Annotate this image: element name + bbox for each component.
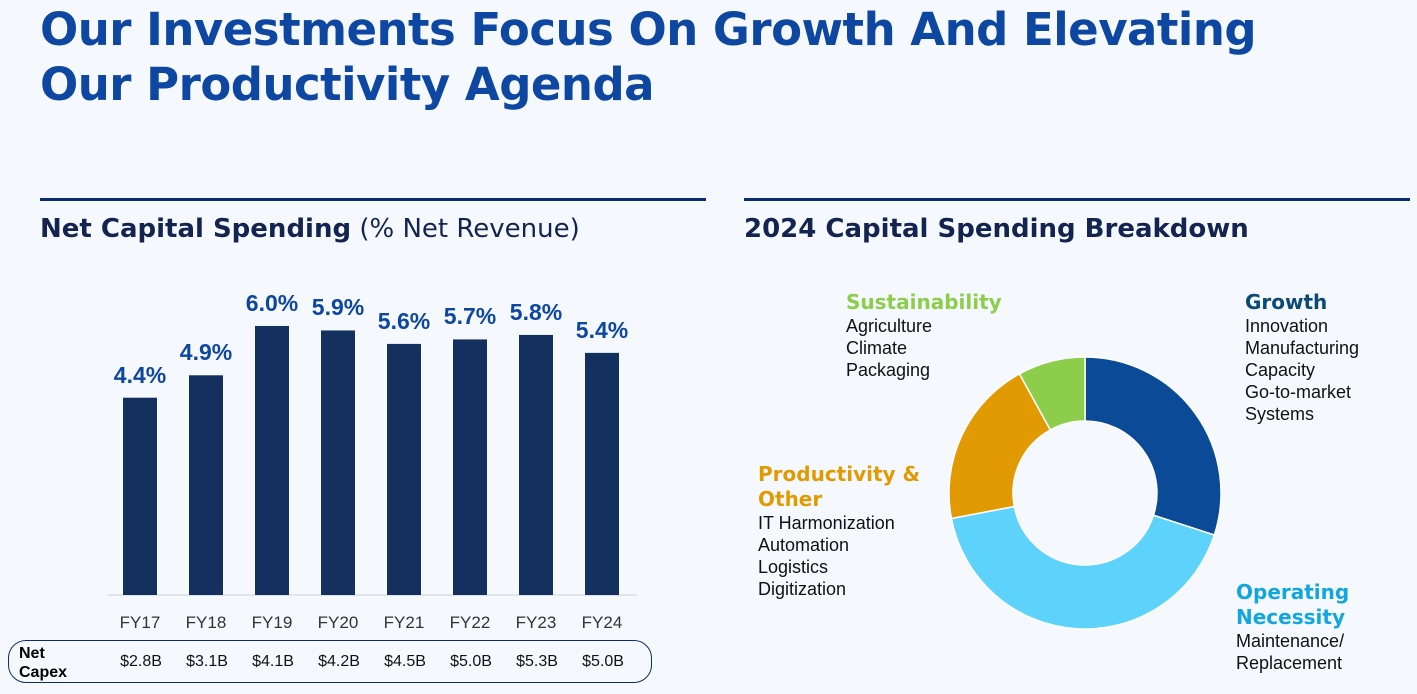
bar-fy17 — [123, 397, 157, 595]
net-capex-row: Net Capex $2.8B $3.1B $4.1B $4.2B $4.5B $5.0B… — [8, 640, 652, 683]
x-tick-label: FY22 — [449, 613, 491, 632]
legend-item: Replacement — [1236, 653, 1343, 673]
bar-fy21 — [387, 343, 421, 595]
net-capex-value: $2.8B — [120, 653, 162, 670]
donut-chart — [948, 356, 1222, 630]
legend-growth: Growth Innovation Manufacturing Capacity Go-… — [1245, 290, 1359, 425]
bar-chart — [108, 325, 637, 596]
page-title-line-2: Our Productivity Agenda — [40, 58, 655, 111]
legend-productivity: Productivity & Other IT Harmonization Autom… — [758, 462, 920, 600]
bar-fy20 — [321, 330, 355, 595]
legend-item: Climate — [846, 338, 908, 358]
bar-value-label: 4.4% — [113, 361, 167, 388]
legend-growth-title: Growth — [1245, 290, 1359, 315]
bar-chart-title-bold: Net Capital Spending — [40, 214, 352, 244]
page-title-line-1: Our Investments Focus On Growth And Elev… — [40, 3, 1257, 56]
legend-item: Capacity — [1245, 360, 1316, 380]
x-tick-label: FY19 — [251, 613, 293, 632]
legend-title-line: Sustainability — [846, 290, 1002, 314]
bar-chart-title: Net Capital Spending (% Net Revenue) — [40, 214, 580, 244]
legend-item: Go-to-market — [1245, 382, 1352, 402]
legend-sustainability: Sustainability Agriculture Climate Packagin… — [846, 290, 1002, 381]
donut-chart-title: 2024 Capital Spending Breakdown — [744, 214, 1249, 244]
net-capex-value: $3.1B — [186, 653, 228, 670]
legend-item: Manufacturing — [1245, 338, 1360, 358]
x-tick-label: FY18 — [185, 613, 227, 632]
net-capex-value: $4.5B — [384, 653, 426, 670]
bar-fy24 — [585, 352, 619, 595]
page-title: Our Investments Focus On Growth And Elev… — [40, 2, 1340, 112]
donut-slice-sustainability — [1018, 356, 1086, 431]
legend-item: IT Harmonization — [758, 513, 895, 533]
legend-item: Logistics — [758, 557, 829, 577]
x-tick-label: FY21 — [383, 613, 425, 632]
x-tick-label: FY23 — [515, 613, 557, 632]
net-capex-label: Net Capex — [19, 644, 67, 682]
legend-operating-title: Operating Necessity — [1236, 580, 1349, 630]
bar-fy19 — [255, 325, 289, 595]
bar-fy23 — [519, 334, 553, 595]
bar-value-label: 6.0% — [245, 289, 299, 316]
bar-fy22 — [453, 339, 487, 595]
legend-item: Digitization — [758, 579, 847, 599]
bar-value-label: 5.7% — [443, 303, 497, 330]
right-panel-rule — [744, 198, 1410, 201]
net-capex-label-line-1: Net — [19, 645, 45, 662]
bar-fy18 — [189, 375, 223, 595]
legend-item: Systems — [1245, 404, 1315, 424]
legend-item: Maintenance/ — [1236, 631, 1345, 651]
net-capex-value: $4.2B — [318, 653, 360, 670]
bar-value-label: 4.9% — [179, 339, 233, 366]
legend-item: Agriculture — [846, 316, 933, 336]
bar-value-label: 5.9% — [311, 294, 365, 321]
legend-title-line: Growth — [1245, 290, 1328, 314]
legend-item: Packaging — [846, 360, 931, 380]
left-panel-rule — [40, 198, 706, 201]
net-capex-label-line-2: Capex — [19, 664, 68, 681]
donut-slice-operating — [950, 505, 1216, 630]
legend-title-line: Other — [758, 487, 823, 511]
net-capex-value: $4.1B — [252, 653, 294, 670]
legend-title-line: Necessity — [1236, 605, 1345, 629]
legend-productivity-title: Productivity & Other — [758, 462, 920, 512]
legend-sustainability-title: Sustainability — [846, 290, 1002, 315]
bar-value-label: 5.4% — [575, 316, 629, 343]
legend-title-line: Productivity & — [758, 462, 920, 486]
legend-title-line: Operating — [1236, 580, 1350, 604]
bar-value-label: 5.8% — [509, 298, 563, 325]
x-tick-label: FY24 — [581, 613, 623, 632]
net-capex-value: $5.0B — [450, 653, 492, 670]
legend-item: Innovation — [1245, 316, 1329, 336]
net-capex-value: $5.0B — [582, 653, 624, 670]
x-tick-label: FY20 — [317, 613, 359, 632]
x-tick-label: FY17 — [119, 613, 161, 632]
bar-chart-title-unit: (% Net Revenue) — [351, 214, 580, 244]
legend-operating: Operating Necessity Maintenance/Replacemen… — [1236, 580, 1349, 674]
legend-item: Automation — [758, 535, 850, 555]
bar-value-label: 5.6% — [377, 307, 431, 334]
donut-slice-productivity — [948, 372, 1052, 520]
net-capex-value: $5.3B — [516, 653, 558, 670]
donut-slice-growth — [1084, 356, 1222, 536]
